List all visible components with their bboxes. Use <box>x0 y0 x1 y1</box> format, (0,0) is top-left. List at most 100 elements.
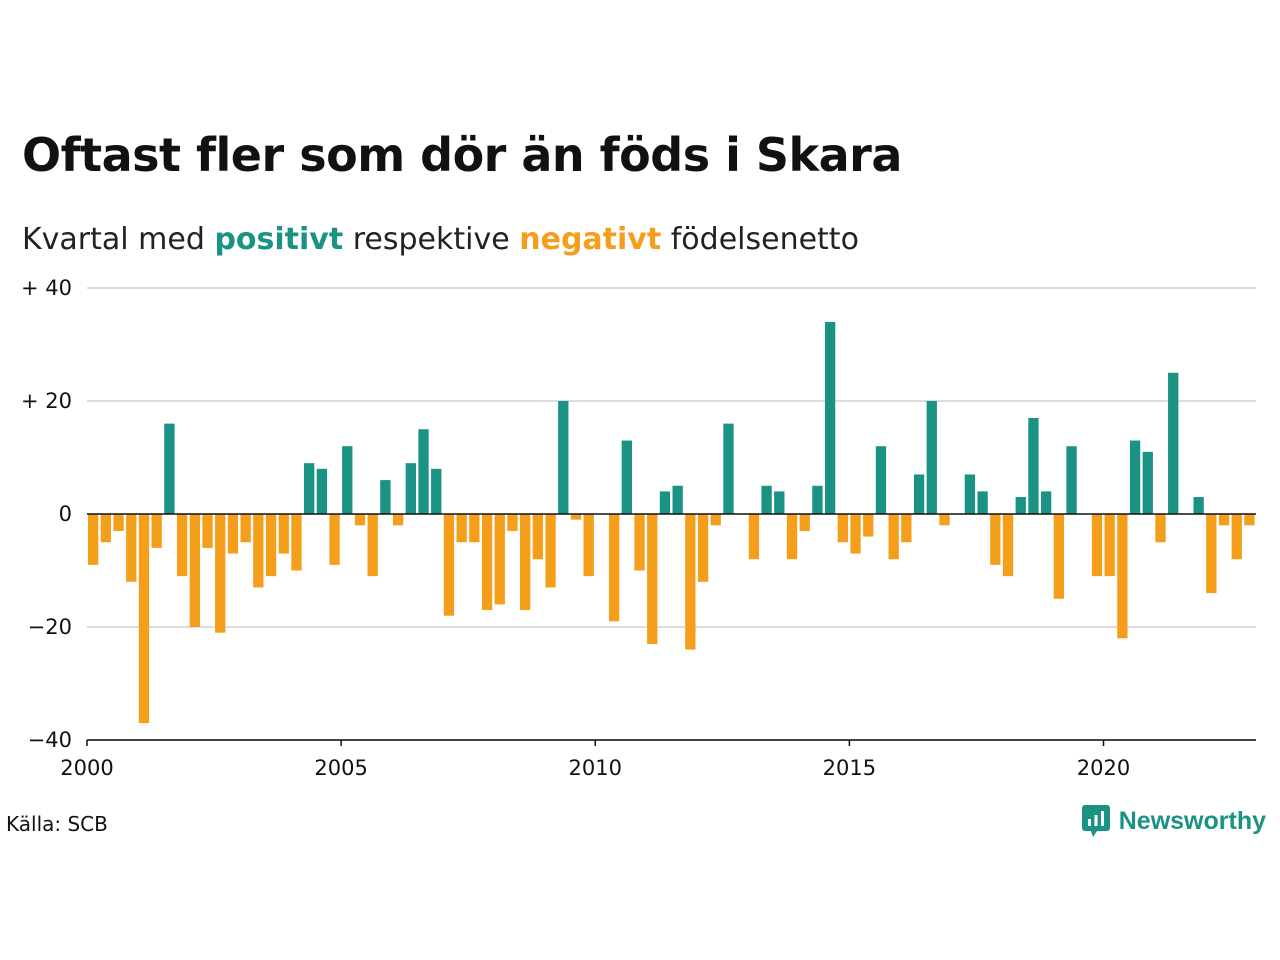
bar <box>88 514 99 565</box>
bar <box>710 514 721 526</box>
bar <box>392 514 404 526</box>
bar <box>367 514 378 577</box>
bar <box>189 514 200 627</box>
x-tick-label: 2005 <box>314 756 367 780</box>
bar <box>151 514 162 548</box>
source-note: Källa: SCB <box>6 812 108 836</box>
bar <box>583 514 594 577</box>
bar <box>469 514 480 543</box>
bar <box>888 514 899 560</box>
bar <box>240 514 251 543</box>
bar <box>875 446 887 514</box>
bar <box>545 514 556 588</box>
bar <box>507 514 518 531</box>
bar <box>812 485 823 514</box>
bar <box>926 401 937 514</box>
bar <box>1168 372 1179 514</box>
bar <box>265 514 277 577</box>
bar <box>1231 514 1242 560</box>
bar <box>227 514 239 554</box>
bar <box>126 514 137 582</box>
x-tick-label: 2020 <box>1077 756 1130 780</box>
bar <box>215 514 226 633</box>
brand-name: Newsworthy <box>1118 806 1266 835</box>
bar <box>253 514 264 588</box>
bar <box>774 491 785 514</box>
bar <box>342 446 353 514</box>
bar <box>354 514 366 526</box>
bar <box>977 491 988 514</box>
bar <box>456 514 467 543</box>
bar <box>697 514 709 582</box>
bar <box>939 514 950 526</box>
bar <box>1066 446 1077 514</box>
bar <box>164 423 175 514</box>
y-tick-label: 0 <box>59 502 72 526</box>
bar <box>634 514 645 571</box>
bar <box>113 514 124 531</box>
bar <box>1129 440 1141 514</box>
bar <box>558 401 569 514</box>
bar <box>1040 491 1052 514</box>
bar <box>494 514 505 605</box>
bar-chart: + 40 + 20 0 −20 −40 2000 2005 2010 2015 2020 <box>21 276 1256 780</box>
bar <box>1155 514 1166 543</box>
bar <box>621 440 632 514</box>
chart-subtitle: Kvartal med positivt respektive negativt… <box>22 222 859 257</box>
bar <box>443 514 455 616</box>
bar <box>405 463 416 514</box>
bar <box>723 423 734 514</box>
bar <box>570 514 582 520</box>
y-tick-label: + 20 <box>21 389 72 413</box>
bar <box>329 514 340 565</box>
bar <box>964 474 976 514</box>
bar <box>901 514 912 543</box>
bar <box>278 514 289 554</box>
subtitle-suffix: födelsenetto <box>670 222 859 257</box>
x-tick-label: 2000 <box>60 756 113 780</box>
bar <box>481 514 493 611</box>
bar <box>202 514 213 548</box>
bar <box>786 514 798 560</box>
bar <box>608 514 620 622</box>
bar <box>291 514 302 571</box>
bar <box>1142 451 1153 514</box>
bar <box>380 480 391 514</box>
chart-title: Oftast fler som dör än föds i Skara <box>22 128 902 182</box>
bar <box>1117 514 1128 639</box>
bar <box>1053 514 1065 599</box>
bar <box>672 485 683 514</box>
bar <box>837 514 848 543</box>
bar <box>647 514 658 644</box>
subtitle-positive: positivt <box>214 222 344 257</box>
bar <box>863 514 874 537</box>
bar <box>761 485 772 514</box>
bar <box>316 468 328 514</box>
bar <box>138 514 150 724</box>
bar <box>431 468 442 514</box>
bar <box>913 474 925 514</box>
bar <box>1218 514 1230 526</box>
bar <box>1104 514 1115 577</box>
bar <box>1002 514 1014 577</box>
y-tick-label: + 40 <box>21 276 72 300</box>
bar <box>100 514 112 543</box>
bar <box>850 514 861 554</box>
bar <box>418 429 429 514</box>
bar <box>799 514 810 531</box>
brand-logo[interactable]: Newsworthy <box>1081 804 1266 838</box>
bar <box>304 463 315 514</box>
bar <box>824 321 836 514</box>
bar <box>1028 417 1039 514</box>
bar <box>990 514 1001 565</box>
axes: + 40 + 20 0 −20 −40 2000 2005 2010 2015 2020 <box>21 276 1256 780</box>
x-tick-label: 2015 <box>823 756 876 780</box>
subtitle-prefix: Kvartal med <box>22 222 205 257</box>
bar <box>659 491 671 514</box>
bar <box>176 514 188 577</box>
bars <box>88 321 1255 724</box>
subtitle-negative: negativt <box>519 222 662 257</box>
bar <box>1206 514 1217 594</box>
bar <box>1015 497 1026 514</box>
bar <box>532 514 544 560</box>
